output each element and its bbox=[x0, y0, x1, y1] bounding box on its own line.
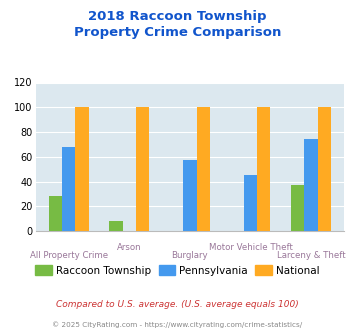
Bar bbox=[304, 139, 318, 231]
Bar bbox=[62, 147, 76, 231]
Text: © 2025 CityRating.com - https://www.cityrating.com/crime-statistics/: © 2025 CityRating.com - https://www.city… bbox=[53, 322, 302, 328]
Bar bbox=[318, 107, 331, 231]
Bar bbox=[109, 221, 123, 231]
Text: All Property Crime: All Property Crime bbox=[30, 251, 108, 260]
Bar bbox=[291, 185, 304, 231]
Text: Arson: Arson bbox=[117, 244, 142, 252]
Legend: Raccoon Township, Pennsylvania, National: Raccoon Township, Pennsylvania, National bbox=[31, 261, 324, 280]
Bar bbox=[244, 175, 257, 231]
Text: Burglary: Burglary bbox=[171, 251, 208, 260]
Text: Compared to U.S. average. (U.S. average equals 100): Compared to U.S. average. (U.S. average … bbox=[56, 300, 299, 309]
Text: Larceny & Theft: Larceny & Theft bbox=[277, 251, 345, 260]
Bar bbox=[183, 160, 197, 231]
Bar bbox=[197, 107, 210, 231]
Bar bbox=[257, 107, 271, 231]
Bar bbox=[76, 107, 89, 231]
Bar bbox=[49, 196, 62, 231]
Bar bbox=[136, 107, 149, 231]
Text: Motor Vehicle Theft: Motor Vehicle Theft bbox=[208, 244, 293, 252]
Text: 2018 Raccoon Township
Property Crime Comparison: 2018 Raccoon Township Property Crime Com… bbox=[74, 10, 281, 39]
